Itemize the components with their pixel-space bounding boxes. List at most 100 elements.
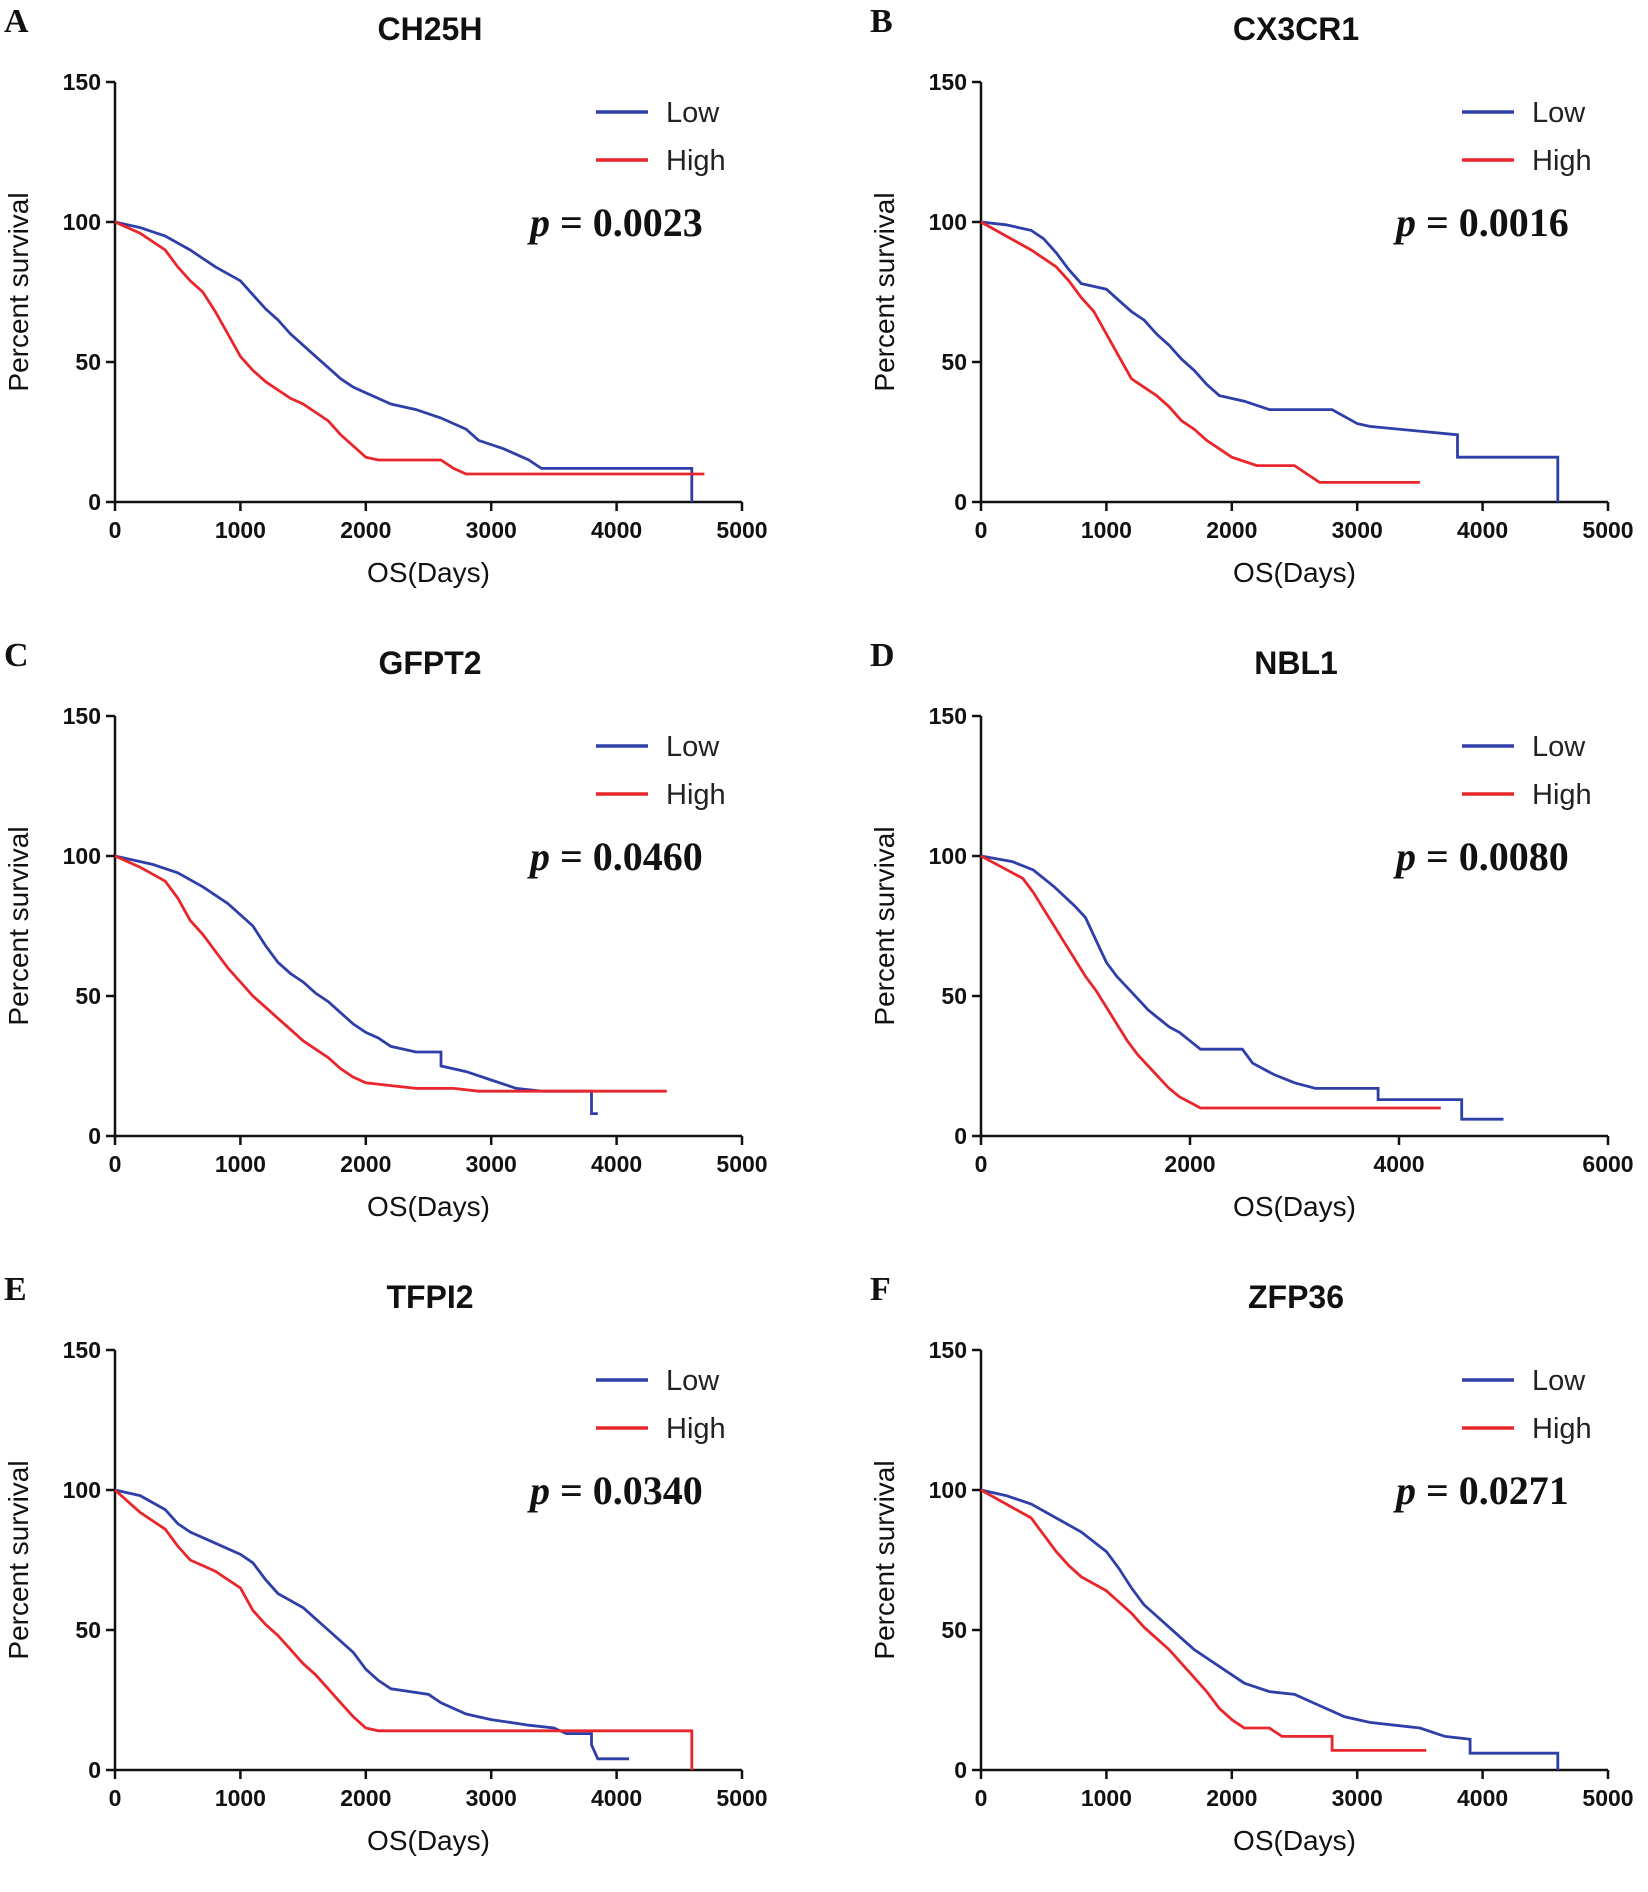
x-tick-label: 5000 <box>716 1151 767 1177</box>
chart-svg: D NBL1 0 50 100 150 0 2000 4000 6000 OS(Days) Perce… <box>869 637 1634 1222</box>
p-value-annotation: p = 0.0271 <box>1393 1468 1569 1513</box>
x-tick-label: 2000 <box>340 517 391 543</box>
y-axis-title: Percent survival <box>3 192 34 391</box>
chart-svg: E TFPI2 0 50 100 150 0 1000 2000 3000 4000 5000 OS(D… <box>3 1271 768 1856</box>
p-value-annotation: p = 0.0460 <box>527 834 703 879</box>
y-tick-label: 150 <box>929 703 967 729</box>
legend-label-low: Low <box>666 1365 720 1397</box>
x-tick-label: 2000 <box>1164 1151 1215 1177</box>
x-tick-label: 0 <box>109 1151 122 1177</box>
panel-letter: E <box>4 1271 27 1308</box>
y-tick-label: 0 <box>954 1757 967 1783</box>
y-tick-label: 0 <box>954 489 967 515</box>
chart-title: TFPI2 <box>386 1279 473 1315</box>
panel-b: B CX3CR1 0 50 100 150 0 1000 2000 3000 4000 5000 OS(… <box>866 0 1648 624</box>
x-axis-title: OS(Days) <box>367 1825 490 1856</box>
y-tick-label: 50 <box>75 349 101 375</box>
x-tick-label: 1000 <box>215 1785 266 1811</box>
x-tick-label: 2000 <box>1206 517 1257 543</box>
legend-label-high: High <box>666 1413 726 1445</box>
curve-low <box>980 854 1504 1121</box>
x-tick-label: 3000 <box>466 1151 517 1177</box>
curve-high <box>114 1488 694 1770</box>
curve-low <box>114 220 694 502</box>
chart-title: NBL1 <box>1254 645 1338 681</box>
panel-letter: D <box>870 637 895 674</box>
x-tick-label: 1000 <box>215 1151 266 1177</box>
x-axis-title: OS(Days) <box>367 1191 490 1222</box>
p-value-annotation: p = 0.0016 <box>1393 200 1569 245</box>
chart-svg: C GFPT2 0 50 100 150 0 1000 2000 3000 4000 5000 OS(D… <box>3 637 768 1222</box>
legend-label-low: Low <box>1532 1365 1586 1397</box>
y-axis-title: Percent survival <box>3 826 34 1025</box>
x-axis-title: OS(Days) <box>1233 1825 1356 1856</box>
curve-high <box>980 220 1420 484</box>
chart-title: ZFP36 <box>1248 1279 1344 1315</box>
chart-svg: A CH25H 0 50 100 150 0 1000 2000 3000 4000 5000 OS(D… <box>3 3 768 588</box>
x-tick-label: 4000 <box>591 517 642 543</box>
y-tick-label: 100 <box>63 843 101 869</box>
legend-label-high: High <box>666 779 726 811</box>
x-tick-label: 1000 <box>1081 517 1132 543</box>
x-tick-label: 1000 <box>1081 1785 1132 1811</box>
chart-title: CH25H <box>378 11 483 47</box>
legend-label-low: Low <box>1532 731 1586 763</box>
x-tick-label: 4000 <box>591 1785 642 1811</box>
y-tick-label: 50 <box>75 983 101 1009</box>
y-tick-label: 150 <box>929 1337 967 1363</box>
x-tick-label: 6000 <box>1582 1151 1633 1177</box>
y-tick-label: 100 <box>929 1477 967 1503</box>
panel-e: E TFPI2 0 50 100 150 0 1000 2000 3000 4000 5000 OS(D… <box>0 1268 824 1892</box>
curve-low <box>980 220 1560 502</box>
p-value-annotation: p = 0.0080 <box>1393 834 1569 879</box>
x-tick-label: 2000 <box>340 1151 391 1177</box>
x-tick-label: 0 <box>975 517 988 543</box>
x-tick-label: 0 <box>109 1785 122 1811</box>
x-tick-label: 5000 <box>1582 517 1633 543</box>
y-tick-label: 100 <box>63 1477 101 1503</box>
panel-letter: C <box>4 637 29 674</box>
x-tick-label: 5000 <box>1582 1785 1633 1811</box>
x-tick-label: 3000 <box>466 517 517 543</box>
legend-label-high: High <box>1532 1413 1592 1445</box>
x-tick-label: 4000 <box>1457 1785 1508 1811</box>
legend-label-low: Low <box>666 731 720 763</box>
x-tick-label: 4000 <box>1457 517 1508 543</box>
x-tick-label: 4000 <box>591 1151 642 1177</box>
y-tick-label: 100 <box>929 843 967 869</box>
y-tick-label: 100 <box>929 209 967 235</box>
legend-label-high: High <box>1532 779 1592 811</box>
p-value-annotation: p = 0.0340 <box>527 1468 703 1513</box>
p-value-annotation: p = 0.0023 <box>527 200 703 245</box>
panel-c: C GFPT2 0 50 100 150 0 1000 2000 3000 4000 5000 OS(D… <box>0 634 824 1258</box>
panel-letter: A <box>4 3 29 40</box>
y-axis-title: Percent survival <box>869 826 900 1025</box>
y-tick-label: 50 <box>75 1617 101 1643</box>
y-tick-label: 50 <box>941 349 967 375</box>
x-axis-title: OS(Days) <box>1233 557 1356 588</box>
y-tick-label: 50 <box>941 983 967 1009</box>
curve-high <box>114 854 667 1093</box>
x-tick-label: 4000 <box>1373 1151 1424 1177</box>
y-tick-label: 100 <box>63 209 101 235</box>
y-tick-label: 0 <box>88 489 101 515</box>
curve-low <box>980 1488 1560 1770</box>
x-axis-title: OS(Days) <box>1233 1191 1356 1222</box>
curve-high <box>980 854 1441 1110</box>
x-tick-label: 2000 <box>340 1785 391 1811</box>
x-tick-label: 3000 <box>1332 1785 1383 1811</box>
panel-a: A CH25H 0 50 100 150 0 1000 2000 3000 4000 5000 OS(D… <box>0 0 824 624</box>
legend-label-high: High <box>666 145 726 177</box>
legend-label-low: Low <box>1532 97 1586 129</box>
x-tick-label: 5000 <box>716 1785 767 1811</box>
panel-d: D NBL1 0 50 100 150 0 2000 4000 6000 OS(Days) Perce… <box>866 634 1648 1258</box>
legend-label-high: High <box>1532 145 1592 177</box>
panel-letter: B <box>870 3 893 40</box>
legend-label-low: Low <box>666 97 720 129</box>
y-axis-title: Percent survival <box>869 192 900 391</box>
x-tick-label: 3000 <box>466 1785 517 1811</box>
curve-high <box>980 1488 1427 1752</box>
y-tick-label: 0 <box>954 1123 967 1149</box>
curve-low <box>114 1488 630 1761</box>
